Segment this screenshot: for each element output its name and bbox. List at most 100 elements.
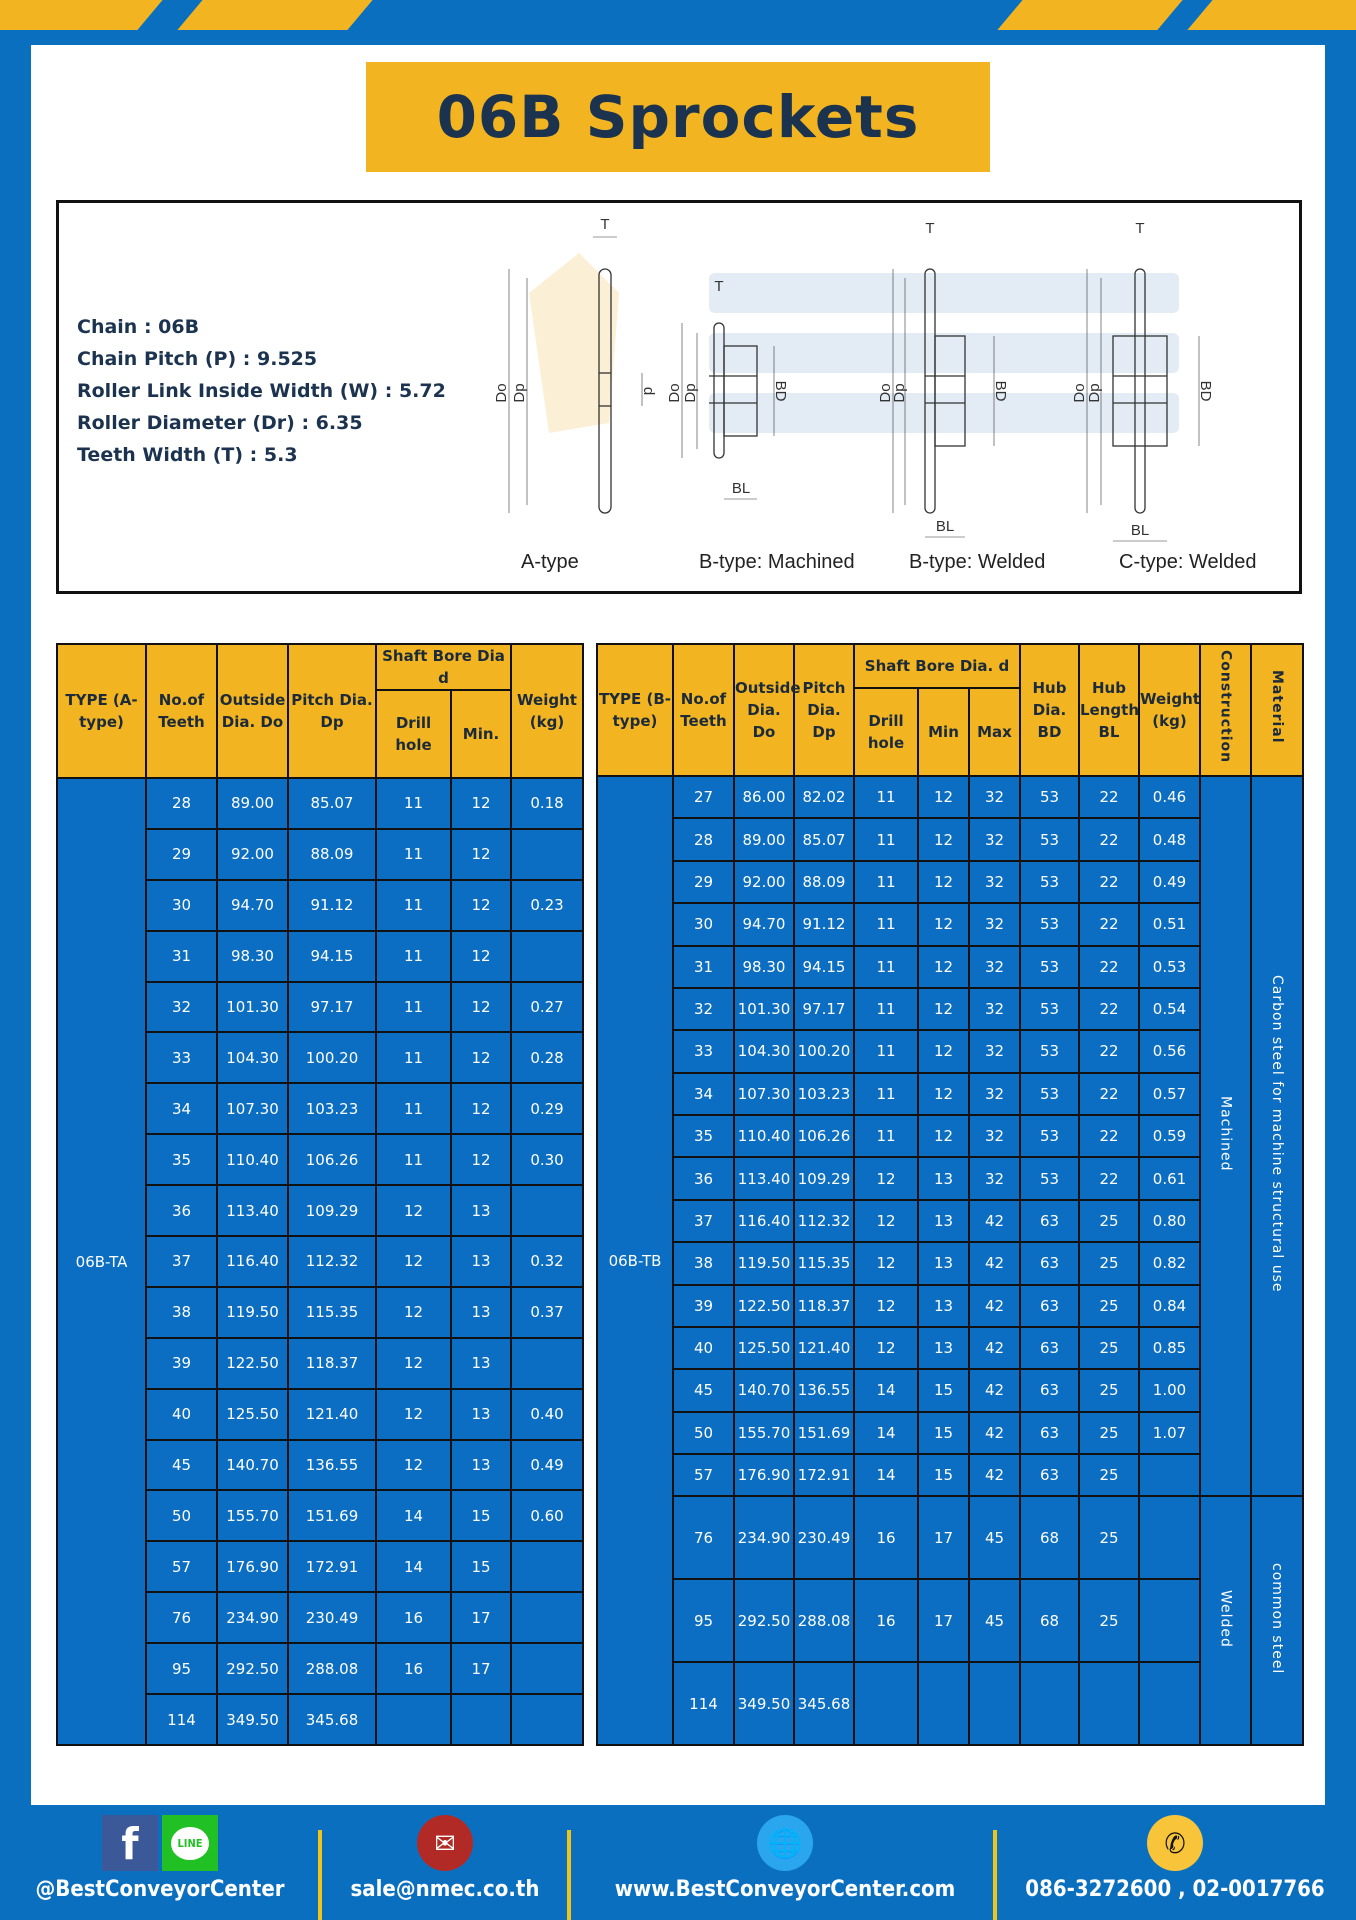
teeth-cell: 29	[145, 827, 218, 881]
min-bore-cell: 12	[917, 859, 970, 905]
footer-phone[interactable]: ✆ 086-3272600 , 02-0017766	[1000, 1815, 1350, 1902]
teeth-cell: 39	[145, 1336, 218, 1390]
teeth-cell: 50	[145, 1489, 218, 1543]
teeth-cell: 95	[672, 1578, 735, 1664]
footer-website[interactable]: 🌐 www.BestConveyorCenter.com	[580, 1815, 990, 1902]
hub-dia-cell: 53	[1019, 774, 1080, 820]
weight-cell: 1.00	[1138, 1368, 1201, 1413]
teeth-cell: 28	[672, 817, 735, 862]
email-link[interactable]: sale@nmec.co.th	[350, 1877, 540, 1902]
teeth-cell: 114	[145, 1693, 218, 1746]
hub-dia-cell: 53	[1019, 1029, 1080, 1074]
spec-label: Chain	[77, 316, 138, 338]
table-row: 28 89.00 85.07 11 12 32 53 22 0.48	[597, 817, 1303, 862]
weight-cell	[510, 1642, 585, 1696]
outside-dia-cell: 89.00	[216, 777, 289, 830]
pitch-dia-cell: 288.08	[287, 1642, 377, 1696]
teeth-cell: 76	[145, 1591, 218, 1645]
phone-numbers[interactable]: 086-3272600 , 02-0017766	[1025, 1877, 1325, 1902]
a-type-drawing	[508, 236, 643, 514]
material-label: common steel	[1269, 1563, 1285, 1675]
drill-hole-cell: 14	[375, 1540, 452, 1594]
outside-dia-cell: 119.50	[733, 1241, 795, 1286]
caption-b-machined: B-type: Machined	[699, 551, 855, 573]
weight-cell: 0.60	[510, 1489, 585, 1543]
line-icon[interactable]: LINE	[162, 1815, 218, 1871]
table-row: 34 107.30 103.23 11 12 0.29	[57, 1082, 585, 1136]
label-t: T	[1135, 220, 1144, 237]
drill-hole-cell: 12	[375, 1438, 452, 1492]
label-do: Do	[1071, 383, 1088, 402]
hub-dia-cell: 63	[1019, 1241, 1080, 1286]
table-row: 95 292.50 288.08 16 17 45 68 25	[597, 1578, 1303, 1664]
drill-hole-cell: 11	[853, 944, 919, 989]
min-bore-cell: 12	[917, 1029, 970, 1074]
drill-hole-cell: 14	[853, 1452, 919, 1498]
weight-cell: 0.57	[1138, 1071, 1201, 1117]
outside-dia-cell: 176.90	[216, 1540, 289, 1594]
weight-cell: 0.29	[510, 1082, 585, 1136]
spec-panel: Chain : 06B Chain Pitch (P) : 9.525 Roller…	[56, 200, 1302, 594]
header-pitch-dia: Pitch Dia. Dp	[287, 643, 377, 779]
spec-label: Roller Link Inside Width (W)	[77, 380, 379, 402]
footer-social[interactable]: f LINE @BestConveyorCenter	[20, 1815, 300, 1902]
weight-cell: 0.49	[1138, 859, 1201, 905]
weight-cell: 0.23	[510, 878, 585, 932]
weight-cell	[510, 1184, 585, 1238]
header-shaft-bore: Shaft Bore Dia d	[374, 643, 513, 691]
teeth-cell: 57	[145, 1540, 218, 1594]
drill-hole-cell: 12	[375, 1235, 452, 1288]
teeth-cell: 33	[145, 1031, 218, 1085]
pitch-dia-cell: 112.32	[287, 1235, 377, 1288]
pitch-dia-cell: 88.09	[287, 827, 377, 881]
footer-email[interactable]: ✉ sale@nmec.co.th	[330, 1815, 560, 1902]
header-shaft-bore: Shaft Bore Dia. d	[853, 643, 1021, 689]
min-bore-cell: 13	[917, 1283, 970, 1328]
outside-dia-cell: 92.00	[216, 827, 289, 881]
min-bore-cell: 12	[917, 817, 970, 862]
weight-cell: 0.84	[1138, 1283, 1201, 1328]
drill-hole-cell: 11	[853, 986, 919, 1032]
table-row: 95 292.50 288.08 16 17	[57, 1642, 585, 1696]
pitch-dia-cell: 136.55	[793, 1368, 855, 1413]
email-icon: ✉	[417, 1815, 473, 1871]
table-row: 45 140.70 136.55 12 13 0.49	[57, 1438, 585, 1492]
spec-value: 5.72	[398, 380, 446, 402]
hub-dia-cell: 53	[1019, 859, 1080, 905]
drill-hole-cell: 11	[375, 980, 452, 1034]
hub-dia-cell	[1019, 1661, 1080, 1746]
drill-hole-cell: 11	[375, 1031, 452, 1085]
table-row: 40 125.50 121.40 12 13 0.40	[57, 1387, 585, 1441]
label-dp: Dp	[511, 383, 528, 402]
min-bore-cell: 12	[449, 1031, 513, 1085]
table-row: 35 110.40 106.26 11 12 32 53 22 0.59	[597, 1113, 1303, 1159]
spec-line: Roller Diameter (Dr) : 6.35	[77, 412, 363, 434]
social-handle[interactable]: @BestConveyorCenter	[35, 1877, 285, 1902]
website-link[interactable]: www.BestConveyorCenter.com	[614, 1877, 956, 1902]
outside-dia-cell: 292.50	[733, 1578, 795, 1664]
table-row: 32 101.30 97.17 11 12 32 53 22 0.54	[597, 986, 1303, 1032]
hub-dia-cell: 63	[1019, 1325, 1080, 1371]
spec-label: Teeth Width (T)	[77, 444, 244, 466]
pitch-dia-cell: 91.12	[287, 878, 377, 932]
max-bore-cell: 32	[968, 986, 1021, 1032]
max-bore-cell: 45	[968, 1578, 1021, 1664]
pitch-dia-cell: 118.37	[793, 1283, 855, 1328]
max-bore-cell: 32	[968, 1113, 1021, 1159]
facebook-icon[interactable]: f	[102, 1815, 158, 1871]
drill-hole-cell: 11	[375, 1133, 452, 1187]
table-row: 50 155.70 151.69 14 15 0.60	[57, 1489, 585, 1543]
min-bore-cell: 13	[449, 1336, 513, 1390]
pitch-dia-cell: 103.23	[287, 1082, 377, 1136]
hub-dia-cell: 53	[1019, 986, 1080, 1032]
pitch-dia-cell: 118.37	[287, 1336, 377, 1390]
table-row: 37 116.40 112.32 12 13 0.32	[57, 1235, 585, 1288]
drill-hole-cell: 11	[853, 1029, 919, 1074]
outside-dia-cell: 98.30	[216, 929, 289, 983]
outside-dia-cell: 234.90	[216, 1591, 289, 1645]
hub-length-cell: 25	[1078, 1283, 1140, 1328]
hub-length-cell: 25	[1078, 1578, 1140, 1664]
weight-cell	[1138, 1452, 1201, 1498]
spec-value: 5.3	[263, 444, 298, 466]
min-bore-cell: 12	[917, 902, 970, 947]
